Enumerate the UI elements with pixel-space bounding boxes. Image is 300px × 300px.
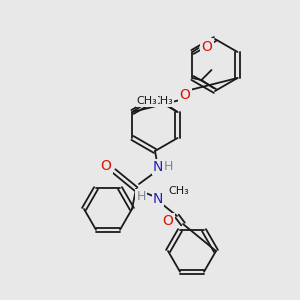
Text: N: N [153,160,163,174]
Text: O: O [180,88,190,102]
Text: O: O [100,159,111,173]
Text: H: H [136,190,146,202]
Text: CH₃: CH₃ [137,96,158,106]
Text: O: O [163,214,173,228]
Text: O: O [202,40,212,54]
Text: H: H [204,38,213,52]
Text: CH₃: CH₃ [168,186,189,196]
Text: CH₃: CH₃ [152,96,173,106]
Text: H: H [163,160,173,173]
Text: N: N [153,192,163,206]
